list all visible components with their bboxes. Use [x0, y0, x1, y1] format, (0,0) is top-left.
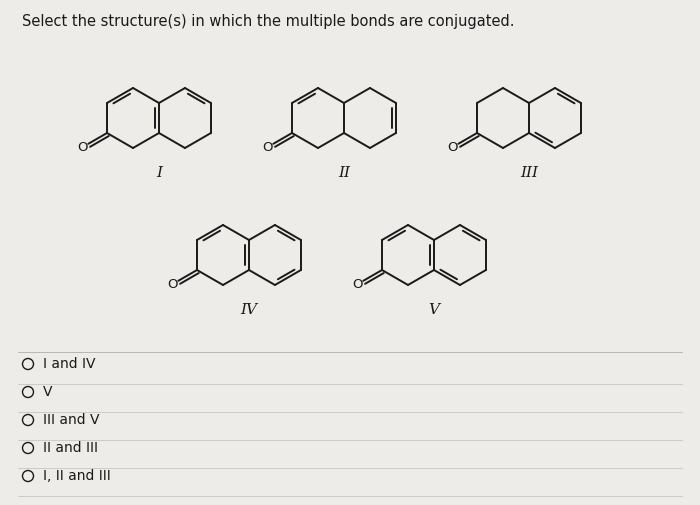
Text: O: O — [352, 278, 363, 290]
Text: V: V — [428, 303, 440, 317]
Text: III: III — [520, 166, 538, 180]
Text: I, II and III: I, II and III — [43, 469, 111, 483]
Text: V: V — [43, 385, 52, 399]
Text: I: I — [156, 166, 162, 180]
Text: II and III: II and III — [43, 441, 98, 455]
Text: III and V: III and V — [43, 413, 99, 427]
Text: I and IV: I and IV — [43, 357, 95, 371]
Text: O: O — [262, 140, 273, 154]
Text: Select the structure(s) in which the multiple bonds are conjugated.: Select the structure(s) in which the mul… — [22, 14, 514, 29]
Text: O: O — [77, 140, 88, 154]
Text: O: O — [447, 140, 458, 154]
Text: IV: IV — [241, 303, 258, 317]
Text: O: O — [167, 278, 178, 290]
Text: II: II — [338, 166, 350, 180]
